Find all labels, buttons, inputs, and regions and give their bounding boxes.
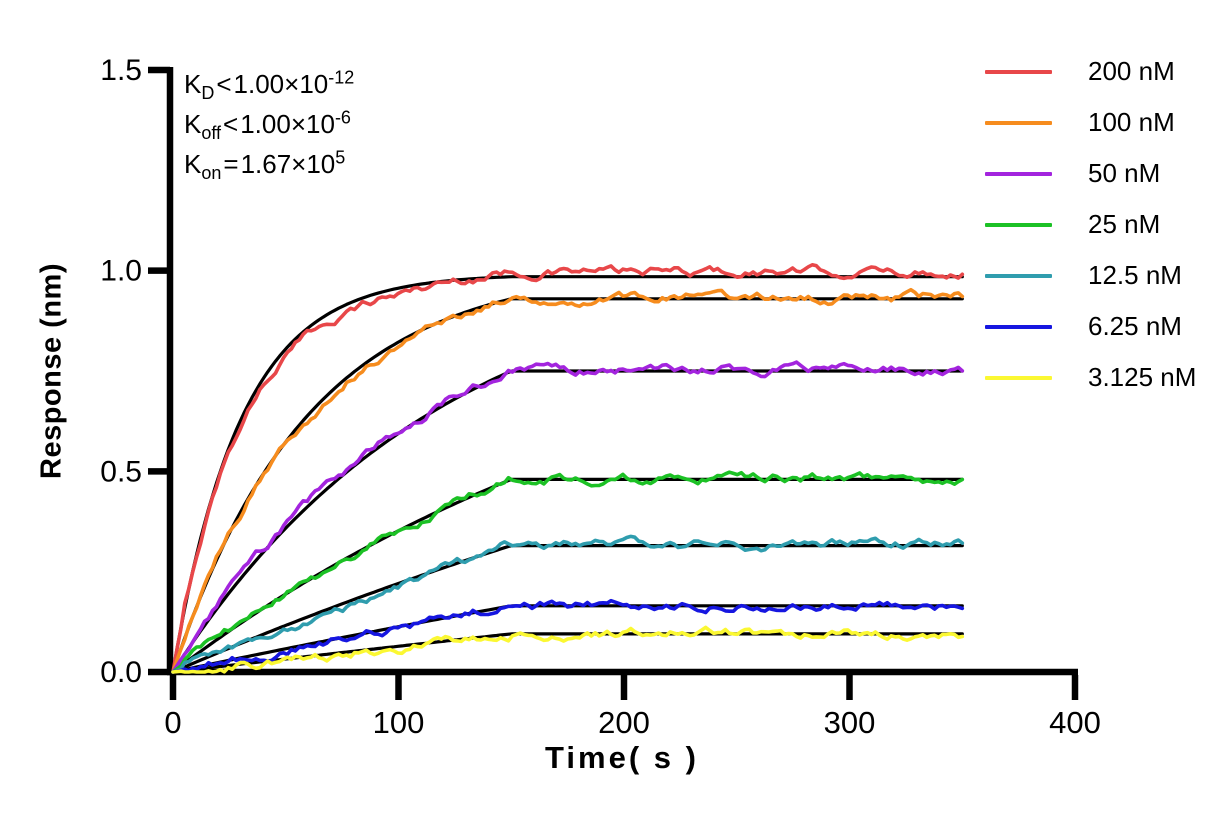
x-tick-label: 400: [1049, 705, 1101, 740]
kon-subscript: on: [201, 163, 222, 184]
y-tick-label: 0.5: [100, 455, 142, 488]
y-axis-title: Response (nm): [35, 263, 68, 479]
legend-label-3.125nM: 3.125 nM: [1088, 362, 1197, 392]
data-line-200nM: [171, 263, 965, 674]
koff-symbol: K: [184, 109, 202, 139]
fit-line-100nM: [171, 297, 964, 674]
y-tick-label: 1.5: [100, 54, 142, 87]
koff-operator: <: [223, 109, 239, 139]
x-tick-label: 0: [164, 705, 181, 740]
y-tick-label: 1.0: [100, 255, 142, 288]
fit-line-200nM: [171, 275, 964, 674]
legend-swatch-25nM: [985, 222, 1052, 227]
x-tick-label: 200: [598, 705, 650, 740]
legend-label-6.25nM: 6.25 nM: [1088, 311, 1182, 341]
kd-value: 1.00×10: [233, 69, 329, 99]
koff-exponent: -6: [334, 107, 351, 128]
kon-annotation: Kon=1.67×105: [184, 144, 354, 184]
legend-item-6.25nM: 6.25 nM: [985, 301, 1196, 352]
data-line-25nM: [171, 470, 965, 674]
legend-item-50nM: 50 nM: [985, 148, 1196, 199]
y-tick-label: 0.0: [100, 656, 142, 689]
data-line-6.25nM: [171, 598, 965, 674]
kd-annotation: KD<1.00×10-12: [184, 64, 354, 104]
koff-annotation: Koff<1.00×10-6: [184, 104, 354, 144]
x-tick-label: 100: [373, 705, 425, 740]
legend-swatch-200nM: [985, 69, 1052, 74]
legend-label-200nM: 200 nM: [1088, 56, 1175, 86]
x-tick-label: 300: [824, 705, 876, 740]
kd-subscript: D: [201, 83, 215, 104]
x-axis-title: Time( s ): [545, 740, 699, 775]
kd-exponent: -12: [328, 67, 355, 88]
fit-line-12.5nM: [171, 544, 964, 674]
legend-label-100nM: 100 nM: [1088, 107, 1175, 137]
kon-exponent: 5: [335, 147, 346, 168]
legend-swatch-3.125nM: [985, 375, 1052, 380]
legend-label-12.5nM: 12.5 nM: [1088, 260, 1182, 290]
data-line-3.125nM: [171, 625, 965, 674]
kd-symbol: K: [184, 69, 202, 99]
koff-value: 1.00×10: [240, 109, 335, 139]
koff-subscript: off: [201, 123, 222, 144]
data-line-100nM: [171, 287, 965, 674]
legend-label-25nM: 25 nM: [1088, 209, 1161, 239]
legend-label-50nM: 50 nM: [1088, 158, 1161, 188]
legend-swatch-12.5nM: [985, 273, 1052, 278]
data-line-50nM: [171, 360, 965, 674]
legend-item-25nM: 25 nM: [985, 199, 1196, 250]
legend: 200 nM 100 nM 50 nM 25 nM 12.5 nM 6.25 n…: [985, 46, 1196, 403]
legend-swatch-100nM: [985, 120, 1052, 125]
kon-symbol: K: [184, 149, 202, 179]
legend-item-200nM: 200 nM: [985, 46, 1196, 97]
fit-line-25nM: [171, 477, 964, 674]
kon-operator: =: [223, 149, 239, 179]
kon-value: 1.67×10: [240, 149, 336, 179]
legend-swatch-6.25nM: [985, 324, 1052, 329]
data-line-12.5nM: [171, 534, 965, 674]
kd-operator: <: [216, 69, 232, 99]
legend-item-100nM: 100 nM: [985, 97, 1196, 148]
legend-swatch-50nM: [985, 171, 1052, 176]
legend-item-3.125nM: 3.125 nM: [985, 352, 1196, 403]
kinetics-annotation: KD<1.00×10-12 Koff<1.00×10-6 Kon=1.67×10…: [184, 64, 354, 184]
legend-item-12.5nM: 12.5 nM: [985, 250, 1196, 301]
